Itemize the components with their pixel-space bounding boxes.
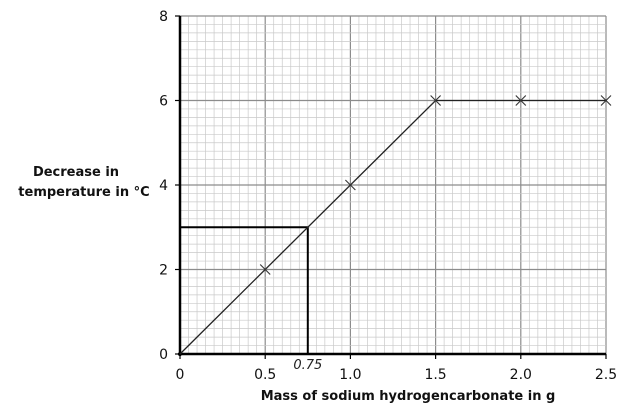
marker-stroke [515,95,527,106]
x-tick-label: 0 [176,367,185,383]
grid [179,15,607,355]
x-axis-label: Mass of sodium hydrogencarbonate in g [261,389,556,404]
data-series [179,95,612,355]
x-tick-label: 0.5 [254,367,276,383]
y-tick-label: 8 [159,9,168,25]
marker-stroke [345,179,356,191]
y-axis-label-line-2: temperature in °C [18,185,149,200]
tick-labels: 0 0.5 1.0 1.5 2.0 2.5 0 2 4 6 8 [159,9,617,383]
data-point-marker [259,264,271,275]
y-tick-label: 4 [159,178,168,194]
x-tick-label: 1.0 [339,367,361,383]
x-tick-label: 1.5 [424,367,446,383]
marker-stroke [600,95,612,106]
y-tick-label: 2 [159,263,168,279]
y-tick-label: 0 [159,347,168,363]
x-tick-label: 2.0 [510,367,532,383]
marker-stroke [430,95,441,106]
reading-guides [180,226,309,354]
axes [175,15,607,359]
data-point-marker [600,95,612,106]
y-tick-label: 6 [159,94,168,110]
data-point-marker [515,95,527,106]
y-axis-label-line-1: Decrease in [33,165,119,180]
x-tick-label: 2.5 [595,367,617,383]
data-point-marker [345,179,356,191]
data-point-marker [430,95,441,106]
annotation-label: 0.75 [293,358,322,373]
marker-stroke [259,264,271,275]
